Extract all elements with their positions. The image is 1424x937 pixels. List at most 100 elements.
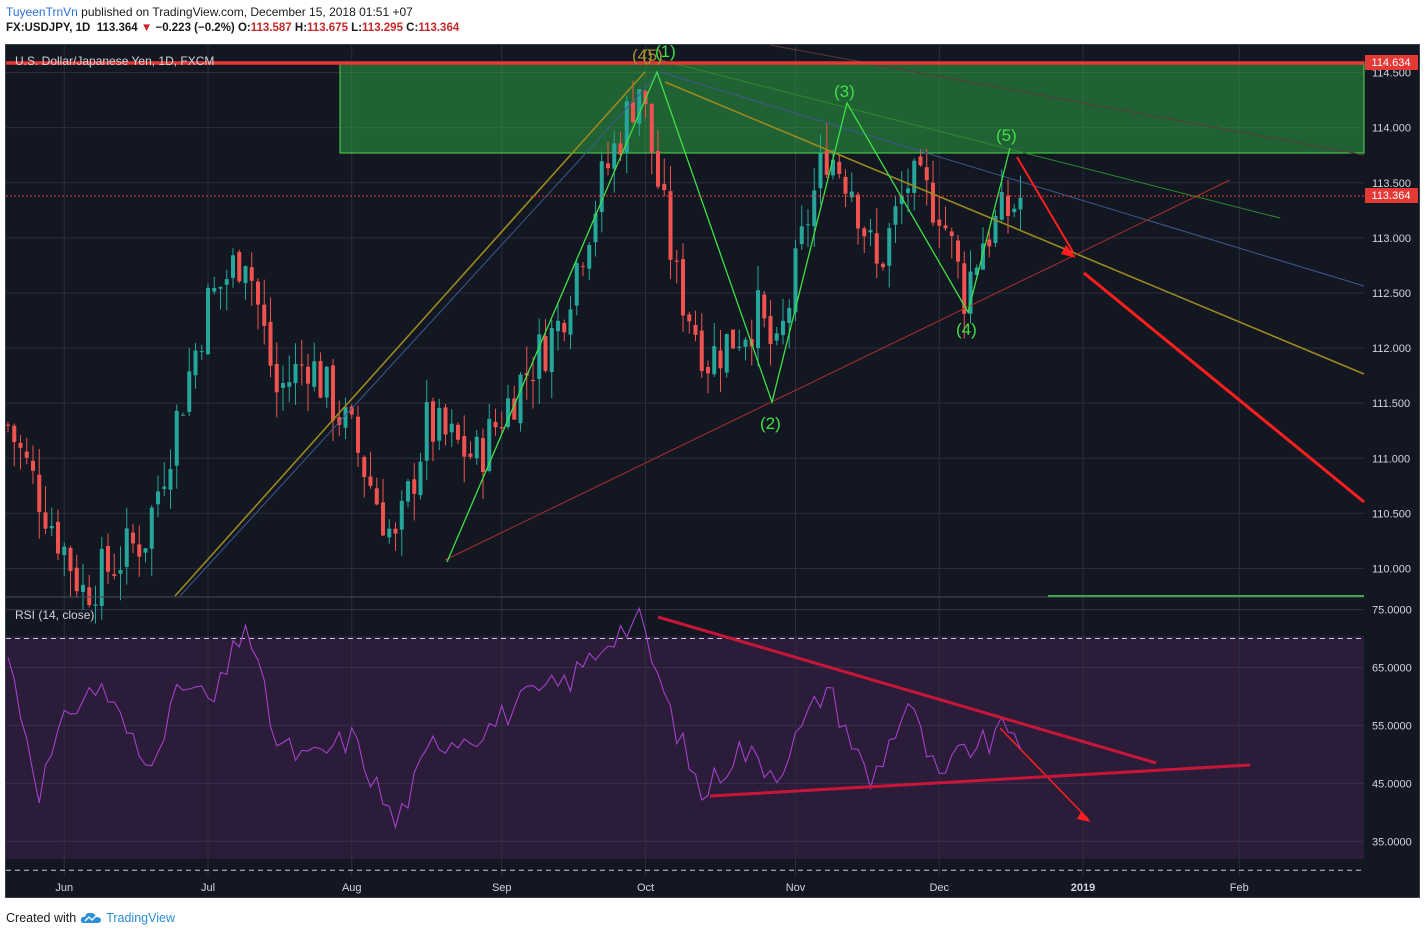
candle-up: [781, 320, 785, 336]
candle-down: [318, 361, 323, 398]
rsi-line[interactable]: [7, 606, 1022, 830]
wave-label-2: (2): [760, 414, 781, 433]
candle-up: [831, 159, 835, 176]
tradingview-brand[interactable]: TradingView: [106, 911, 175, 925]
candle-up: [812, 190, 817, 227]
candle-down: [274, 363, 279, 393]
candle-up: [418, 461, 423, 496]
time-tick-label: 2019: [1071, 882, 1095, 894]
time-tick-label: Sep: [492, 882, 512, 894]
candle-down: [706, 367, 710, 374]
falling-trendline-olive[interactable]: [664, 81, 1365, 375]
candle-down: [718, 350, 723, 369]
candle-down: [962, 263, 967, 314]
price-tick-label: 113.000: [1372, 233, 1411, 245]
falling-trendline-blue[interactable]: [659, 71, 1365, 287]
falling-trendline-green[interactable]: [659, 59, 1281, 219]
candle-down: [368, 476, 373, 486]
trend-lines: [174, 44, 1365, 597]
rising-trendline-olive[interactable]: [174, 71, 646, 597]
candle-up: [568, 309, 573, 335]
candle-up: [612, 143, 617, 169]
price-tick-label: 110.000: [1372, 563, 1411, 575]
price-axis-ticks: 110.000 110.500 111.000 111.500 112.000 112.5…: [1372, 68, 1411, 576]
time-axis-ticks: Jun Jul Aug Sep Oct Nov Dec 2019 Feb: [55, 882, 1248, 894]
rsi-resistance-line[interactable]: [657, 615, 1157, 765]
candle-up: [187, 371, 192, 412]
price-badge-resistance-label: 114.634: [1372, 57, 1411, 69]
candle-up: [231, 255, 235, 278]
rsi-grid-lines: [6, 609, 1364, 871]
price-tick-label: 114.000: [1372, 123, 1411, 135]
author-link[interactable]: TuyeenTrnVn: [6, 5, 78, 19]
candle-down: [249, 267, 254, 281]
candle-down: [937, 219, 942, 226]
arrowhead-icon: [1061, 245, 1076, 258]
candle-up: [124, 528, 129, 567]
candle-down: [431, 401, 435, 442]
candle-down: [393, 528, 398, 534]
rsi-support-line[interactable]: [709, 763, 1251, 798]
candle-down: [112, 574, 117, 576]
candle-down: [462, 436, 467, 457]
supply-zone[interactable]: [339, 61, 1365, 154]
candle-up: [593, 213, 598, 243]
rsi-tick-label: 35.0000: [1372, 836, 1412, 848]
time-tick-label: Jun: [55, 882, 73, 894]
open-value: 113.587: [250, 22, 292, 34]
candle-up: [712, 346, 717, 375]
price-tick-label: 110.500: [1372, 508, 1411, 520]
candle-up: [587, 245, 592, 269]
candle-down: [987, 239, 992, 247]
candle-down: [6, 424, 10, 426]
candle-down: [631, 101, 635, 122]
rsi-tick-label: 55.0000: [1372, 720, 1412, 732]
time-axis-background: [6, 876, 1420, 897]
candle-down: [43, 512, 48, 529]
candle-up: [849, 191, 854, 198]
rising-support-red[interactable]: [444, 179, 1231, 561]
candle-down: [881, 263, 885, 268]
price-tick-label: 113.500: [1372, 178, 1411, 190]
grid-lines: [6, 45, 1364, 876]
candle-up: [474, 436, 479, 459]
candle-up: [912, 160, 917, 193]
projection-line-2[interactable]: [1083, 271, 1365, 504]
wave-label-olive-4: (4): [632, 46, 653, 65]
candle-down: [356, 416, 360, 453]
candle-down: [687, 314, 692, 322]
candle-up: [893, 206, 898, 225]
candle-down: [931, 182, 935, 223]
candle-down: [681, 259, 685, 316]
symbol-label: FX:USDJPY, 1D: [6, 22, 91, 34]
candle-up: [993, 215, 998, 243]
candle-up: [787, 307, 792, 324]
candle-up: [737, 346, 742, 348]
candle-up: [62, 546, 67, 556]
rising-trendline-blue[interactable]: [179, 71, 661, 597]
candle-up: [774, 333, 779, 341]
candle-up: [1012, 208, 1017, 213]
candle-down: [56, 521, 60, 554]
elliott-wave-path[interactable]: [446, 70, 1011, 563]
candle-down: [237, 251, 242, 282]
candle-up: [424, 402, 429, 461]
rsi-projection-arrow[interactable]: [999, 727, 1089, 820]
candle-up: [818, 153, 823, 189]
candle-up: [556, 320, 560, 332]
candle-down: [874, 233, 879, 264]
candle-down: [562, 322, 567, 333]
price-tick-label: 112.000: [1372, 343, 1411, 355]
candle-up: [549, 328, 554, 373]
open-label: O:: [237, 22, 251, 34]
time-tick-label: Nov: [786, 882, 806, 894]
candle-down: [331, 365, 335, 421]
candle-up: [399, 500, 404, 530]
arrowhead-icon: [1077, 812, 1091, 822]
candle-up: [174, 410, 179, 466]
price-badge-last: [1365, 188, 1418, 203]
projection-arrow-1[interactable]: [1016, 156, 1074, 253]
candle-up: [906, 188, 910, 193]
price-tick-label: 114.500: [1372, 68, 1411, 80]
